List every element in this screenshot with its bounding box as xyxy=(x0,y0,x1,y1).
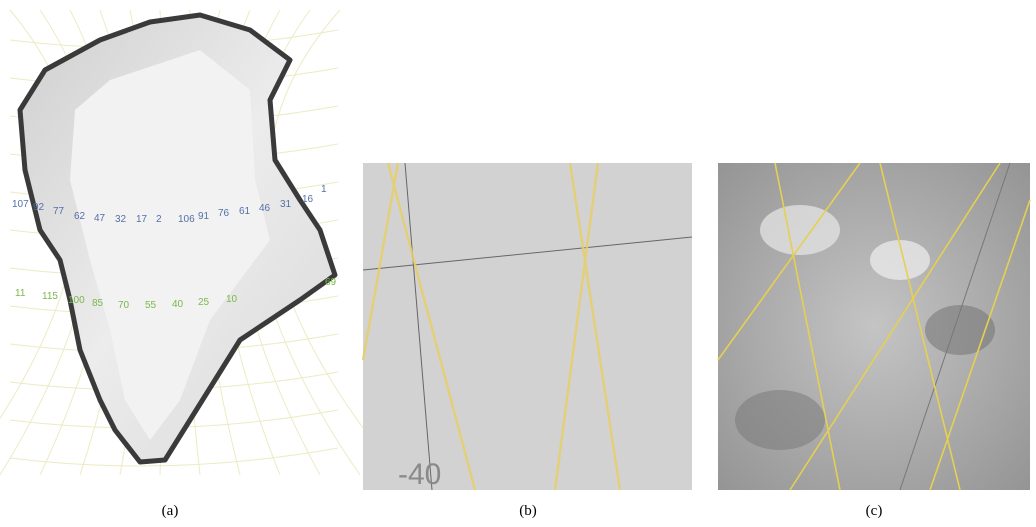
track-number: 62 xyxy=(74,211,86,222)
track-number: 61 xyxy=(239,206,251,217)
track-number: 69 xyxy=(325,277,337,288)
track-number: 91 xyxy=(198,211,210,222)
track-number: 40 xyxy=(172,299,184,310)
caption: (a) xyxy=(162,503,179,519)
track-number: 107 xyxy=(12,199,29,210)
track-number: 1 xyxy=(321,184,327,195)
caption: (b) xyxy=(519,503,537,519)
track-number: 17 xyxy=(136,214,148,225)
track-number: 77 xyxy=(53,206,65,217)
track-number: 25 xyxy=(198,297,210,308)
track-number: 106 xyxy=(178,214,195,225)
track-number: 31 xyxy=(280,199,292,210)
track-number: 2 xyxy=(156,214,162,225)
panel-b: -40 xyxy=(363,163,692,491)
track-number: 11 xyxy=(15,288,26,299)
track-number: 55 xyxy=(145,300,157,311)
track-number: 16 xyxy=(302,194,314,205)
caption: (c) xyxy=(866,503,883,519)
graticule-line xyxy=(10,448,338,466)
track-number: 46 xyxy=(259,203,271,214)
grid-label: -40 xyxy=(398,458,441,491)
panel-c xyxy=(718,163,1030,490)
track-number: 70 xyxy=(118,300,130,311)
track-number: 92 xyxy=(33,202,45,213)
track-number: 76 xyxy=(218,208,230,219)
track-number: 115 xyxy=(42,291,58,302)
track-number: 100 xyxy=(68,295,85,306)
track-number: 47 xyxy=(94,213,106,224)
track-number: 32 xyxy=(115,214,127,225)
track-number: 85 xyxy=(92,298,104,309)
track-number: 10 xyxy=(226,294,238,305)
figure: 1079277624732172106917661463116111115100… xyxy=(0,0,1036,527)
image-b xyxy=(363,163,692,490)
